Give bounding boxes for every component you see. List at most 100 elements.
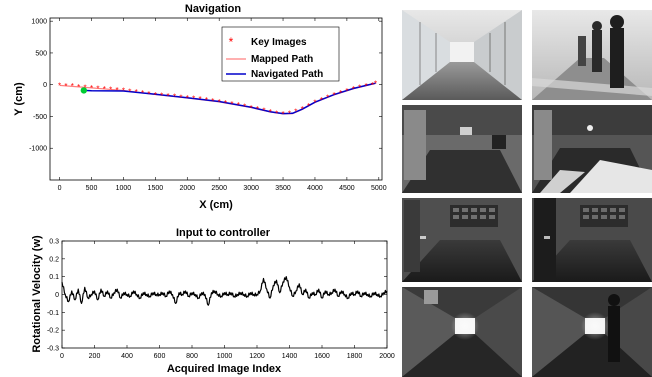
key-image-marker: * (103, 85, 106, 94)
key-image-marker: * (301, 105, 304, 114)
key-image-marker: * (250, 104, 253, 113)
navigation-chart: Navigation 0 500 1000 1500 2000 2500 3000 3500 4… (13, 3, 387, 211)
navigated-path-line (83, 82, 376, 115)
ctrl-y-tick-label: 0.3 (49, 239, 59, 246)
key-image-marker: * (262, 107, 265, 116)
photo-long-hallway-person (532, 287, 652, 377)
key-image-marker: * (205, 96, 208, 105)
key-image-marker: * (198, 95, 201, 104)
key-image-marker: * (90, 84, 93, 93)
key-image-marker: * (58, 82, 61, 91)
key-image-marker: * (339, 89, 342, 98)
key-image-marker: * (64, 82, 67, 91)
nav-x-tick-label: 3500 (275, 185, 291, 192)
nav-x-tick-label: 2000 (179, 185, 195, 192)
ctrl-x-tick-label: 1400 (282, 353, 298, 360)
legend-mapped-path-label: Mapped Path (251, 54, 313, 65)
nav-y-tick-label: 1000 (31, 19, 47, 26)
ctrl-x-tick-label: 1600 (314, 353, 330, 360)
navigation-legend: * Key Images Mapped Path Navigated Path (221, 26, 340, 82)
navigation-ticks: 0 500 1000 1500 2000 2500 3000 3500 4000 4500 5000… (29, 18, 387, 192)
key-image-marker: * (192, 95, 195, 104)
key-image-marker: * (179, 94, 182, 103)
nav-y-tick-label: 500 (35, 50, 47, 57)
key-image-marker: * (281, 110, 284, 119)
key-image-marker: * (173, 93, 176, 102)
key-image-marker: * (109, 85, 112, 94)
key-image-marker: * (371, 81, 374, 90)
nav-x-tick-label: 0 (58, 185, 62, 192)
navigation-x-axis-label: X (cm) (199, 199, 233, 211)
key-image-marker: * (218, 98, 221, 107)
key-image-marker: * (237, 101, 240, 110)
nav-y-tick-label: -1000 (29, 146, 47, 153)
ctrl-x-tick-label: 200 (89, 353, 101, 360)
key-image-marker: * (269, 108, 272, 117)
ctrl-x-tick-label: 800 (186, 353, 198, 360)
key-image-marker: * (358, 83, 361, 92)
key-image-marker: * (77, 83, 80, 92)
photo-dark-room-sunlit (532, 105, 652, 193)
rotational-velocity-line (61, 276, 388, 306)
legend-key-images-label: Key Images (251, 37, 307, 48)
controller-title: Input to controller (176, 227, 271, 239)
key-image-marker: * (275, 109, 278, 118)
navigation-y-axis-label: Y (cm) (13, 82, 25, 116)
ctrl-x-tick-label: 600 (154, 353, 166, 360)
key-image-marker: * (364, 82, 367, 91)
photo-dark-room-left (402, 105, 522, 193)
nav-x-tick-label: 2500 (211, 185, 227, 192)
ctrl-y-tick-label: -0.2 (47, 328, 59, 335)
legend-key-images-marker: * (229, 35, 234, 49)
legend-navigated-path-label: Navigated Path (251, 69, 323, 80)
photo-long-hallway-left (402, 287, 522, 377)
nav-x-tick-label: 500 (86, 185, 98, 192)
controller-x-axis-label: Acquired Image Index (167, 363, 282, 375)
key-image-marker: * (122, 87, 125, 96)
nav-x-tick-label: 4000 (307, 185, 323, 192)
key-image-marker: * (141, 89, 144, 98)
ctrl-x-tick-label: 400 (121, 353, 133, 360)
key-image-marker: * (374, 80, 377, 89)
photo-hallway-notice-board-right (532, 198, 652, 282)
key-image-marker: * (352, 85, 355, 94)
controller-ticks: 0 200 400 600 800 1000 1200 1400 1600 1800 2000 0.3… (47, 239, 395, 361)
key-image-marker: * (154, 91, 157, 100)
key-image-marker: * (256, 105, 259, 114)
controller-chart: Input to controller 0 200 400 600 800 1000 120… (31, 227, 395, 375)
ctrl-x-tick-label: 2000 (379, 353, 395, 360)
key-image-marker: * (333, 91, 336, 100)
key-image-marker: * (128, 87, 131, 96)
ctrl-x-tick-label: 1000 (217, 353, 233, 360)
navigation-series: * * * * * * * * * * * * * * * * * * * * * * * * * * * * * * * * * * * * * * * *… (58, 80, 377, 119)
navigation-title: Navigation (185, 3, 242, 15)
key-image-marker: * (243, 103, 246, 112)
ctrl-y-tick-label: 0.2 (49, 256, 59, 263)
nav-x-tick-label: 5000 (371, 185, 387, 192)
key-image-marker: * (313, 99, 316, 108)
ctrl-x-tick-label: 1800 (347, 353, 363, 360)
key-image-marker: * (96, 85, 99, 94)
nav-y-tick-label: -500 (33, 114, 47, 121)
controller-y-axis-label: Rotational Velocity (w) (31, 235, 43, 353)
ctrl-x-tick-label: 0 (60, 353, 64, 360)
key-image-marker: * (147, 90, 150, 99)
key-image-marker: * (230, 100, 233, 109)
ctrl-y-tick-label: 0.1 (49, 274, 59, 281)
nav-x-tick-label: 3000 (243, 185, 259, 192)
ctrl-y-tick-label: -0.3 (47, 346, 59, 353)
navigation-plot-frame (49, 17, 383, 181)
photo-hallway-notice-board-left (402, 198, 522, 282)
key-image-marker: * (186, 94, 189, 103)
key-image-marker: * (307, 102, 310, 111)
nav-y-tick-label: 0 (43, 82, 47, 89)
key-image-marker: * (345, 87, 348, 96)
key-image-marker: * (224, 99, 227, 108)
key-image-marker: * (294, 108, 297, 117)
key-image-marker: * (71, 82, 74, 91)
legend-box (221, 26, 340, 82)
key-image-marker: * (115, 86, 118, 95)
photo-corridor-windows-left (402, 10, 522, 100)
ctrl-x-tick-label: 1200 (249, 353, 265, 360)
